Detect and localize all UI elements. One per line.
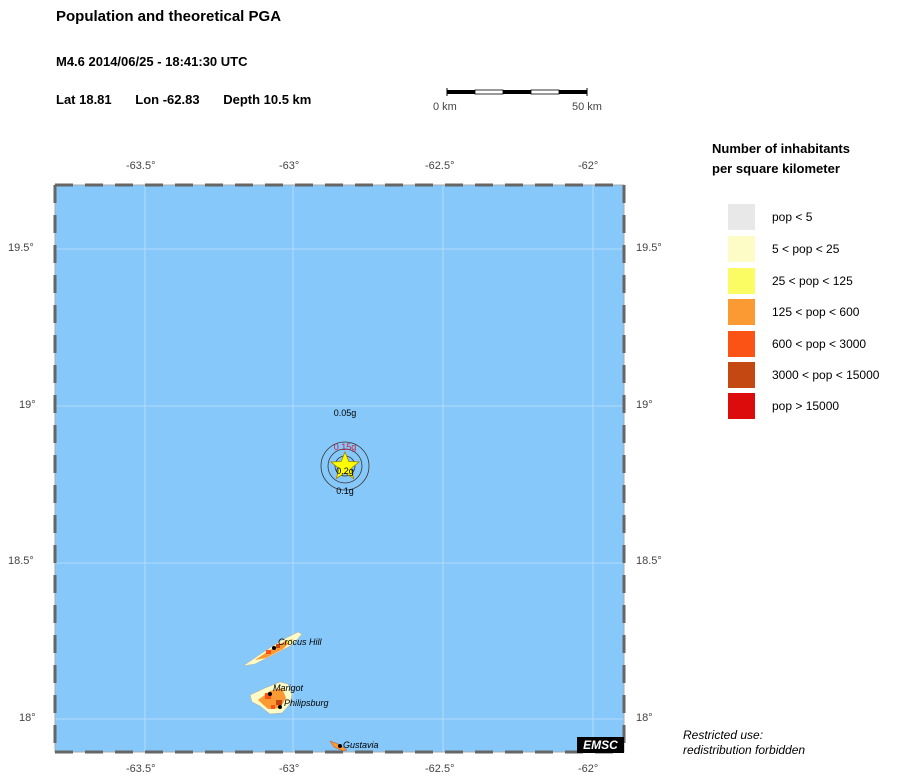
lon-tick-top: -62.5° xyxy=(425,160,455,172)
philipsburg-marker xyxy=(278,705,282,709)
legend-swatch xyxy=(728,268,755,294)
scale-end-label: 50 km xyxy=(572,101,602,113)
event-summary: M4.6 2014/06/25 - 18:41:30 UTC xyxy=(56,54,248,69)
legend-title: Number of inhabitants per square kilomet… xyxy=(712,141,850,176)
lon-tick-top: -63.5° xyxy=(126,160,156,172)
legend-label: 600 < pop < 3000 xyxy=(772,337,867,351)
lon-tick-bottom: -63° xyxy=(279,763,300,775)
legend-label: pop < 5 xyxy=(772,210,813,224)
legend-label: 125 < pop < 600 xyxy=(772,305,860,319)
place-label-marigot: Marigot xyxy=(273,683,304,693)
lon-tick-top: -63° xyxy=(279,160,300,172)
place-label-gustavia: Gustavia xyxy=(343,740,379,750)
place-label-crocus-hill: Crocus Hill xyxy=(278,637,323,647)
lat-tick-right: 19° xyxy=(636,399,653,411)
lon-tick-bottom: -62° xyxy=(578,763,599,775)
pga-labels: 0.05g 0.15g 0.2g 0.1g xyxy=(334,408,357,496)
lat-tick-left: 19° xyxy=(19,399,36,411)
place-label-philipsburg: Philipsburg xyxy=(284,698,329,708)
emsc-logo: EMSC xyxy=(577,737,624,753)
pga-label-0.2g: 0.2g xyxy=(336,466,354,476)
legend-swatch xyxy=(728,299,755,325)
legend-swatch xyxy=(728,362,755,388)
map-frame xyxy=(53,183,626,754)
scale-bar: 0 km 50 km xyxy=(420,84,620,120)
lon-tick-bottom: -62.5° xyxy=(425,763,455,775)
pga-contour-outer xyxy=(320,441,370,491)
epicenter-star-icon xyxy=(329,450,361,480)
lat-tick-right: 18° xyxy=(636,712,653,724)
legend-label: 25 < pop < 125 xyxy=(772,274,853,288)
latitude-value: Lat 18.81 xyxy=(56,92,112,107)
restricted-use-notice: Restricted use: redistribution forbidden xyxy=(683,728,806,757)
page-title: Population and theoretical PGA xyxy=(56,8,282,25)
legend-label: 5 < pop < 25 xyxy=(772,242,840,256)
longitude-value: Lon -62.83 xyxy=(135,92,200,107)
scale-bar-graphic xyxy=(446,88,588,96)
place-labels: Crocus Hill Marigot Philipsburg Gustavia xyxy=(273,637,379,750)
graticule xyxy=(55,185,624,752)
lat-tick-left: 18° xyxy=(19,712,36,724)
legend-label: pop > 15000 xyxy=(772,399,840,413)
pga-label-0.1g: 0.1g xyxy=(336,486,354,496)
place-markers xyxy=(268,646,342,748)
scale-start-label: 0 km xyxy=(433,101,457,113)
pga-label-0.15g: 0.15g xyxy=(334,442,357,452)
lat-tick-left: 18.5° xyxy=(8,555,34,567)
lat-tick-left: 19.5° xyxy=(8,242,34,254)
legend-swatch xyxy=(728,236,755,262)
lon-tick-bottom: -63.5° xyxy=(126,763,156,775)
legend-swatch xyxy=(728,393,755,419)
event-location: Lat 18.81 Lon -62.83 Depth 10.5 km xyxy=(56,92,331,107)
legend-swatch xyxy=(728,204,755,230)
depth-value: Depth 10.5 km xyxy=(223,92,312,107)
pga-label-0.05g: 0.05g xyxy=(334,408,357,418)
legend-label: 3000 < pop < 15000 xyxy=(772,368,880,382)
lat-tick-right: 19.5° xyxy=(636,242,662,254)
marigot-marker xyxy=(268,692,272,696)
lat-tick-right: 18.5° xyxy=(636,555,662,567)
gustavia-marker xyxy=(338,744,342,748)
pga-contour-middle xyxy=(327,448,363,484)
legend-swatch xyxy=(728,331,755,357)
crocus-hill-marker xyxy=(272,646,276,650)
lon-tick-top: -62° xyxy=(578,160,599,172)
